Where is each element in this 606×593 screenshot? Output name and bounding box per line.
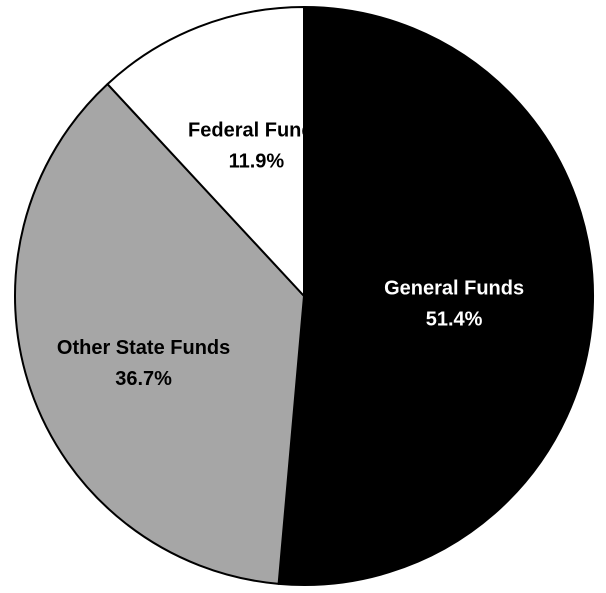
pie-slice-general-funds xyxy=(277,6,595,586)
slice-label-federal-funds: Federal Funds 11.9% xyxy=(188,120,325,173)
pie-slice-other-state-funds xyxy=(14,83,305,585)
slice-percentage: 36.7% xyxy=(115,368,172,390)
slice-name: Federal Funds xyxy=(188,120,325,142)
slice-name: General Funds xyxy=(384,278,524,300)
pie-slice-federal-funds xyxy=(106,6,305,297)
labels-layer: General Funds 51.4% Other State Funds 36.7%… xyxy=(57,120,524,391)
slices-layer xyxy=(14,6,595,586)
slice-percentage: 11.9% xyxy=(229,151,285,173)
slice-label-other-state-funds: Other State Funds 36.7% xyxy=(57,337,230,390)
slice-percentage: 51.4% xyxy=(426,309,483,331)
slice-name: Other State Funds xyxy=(57,337,230,359)
slice-label-general-funds: General Funds 51.4% xyxy=(384,278,524,331)
